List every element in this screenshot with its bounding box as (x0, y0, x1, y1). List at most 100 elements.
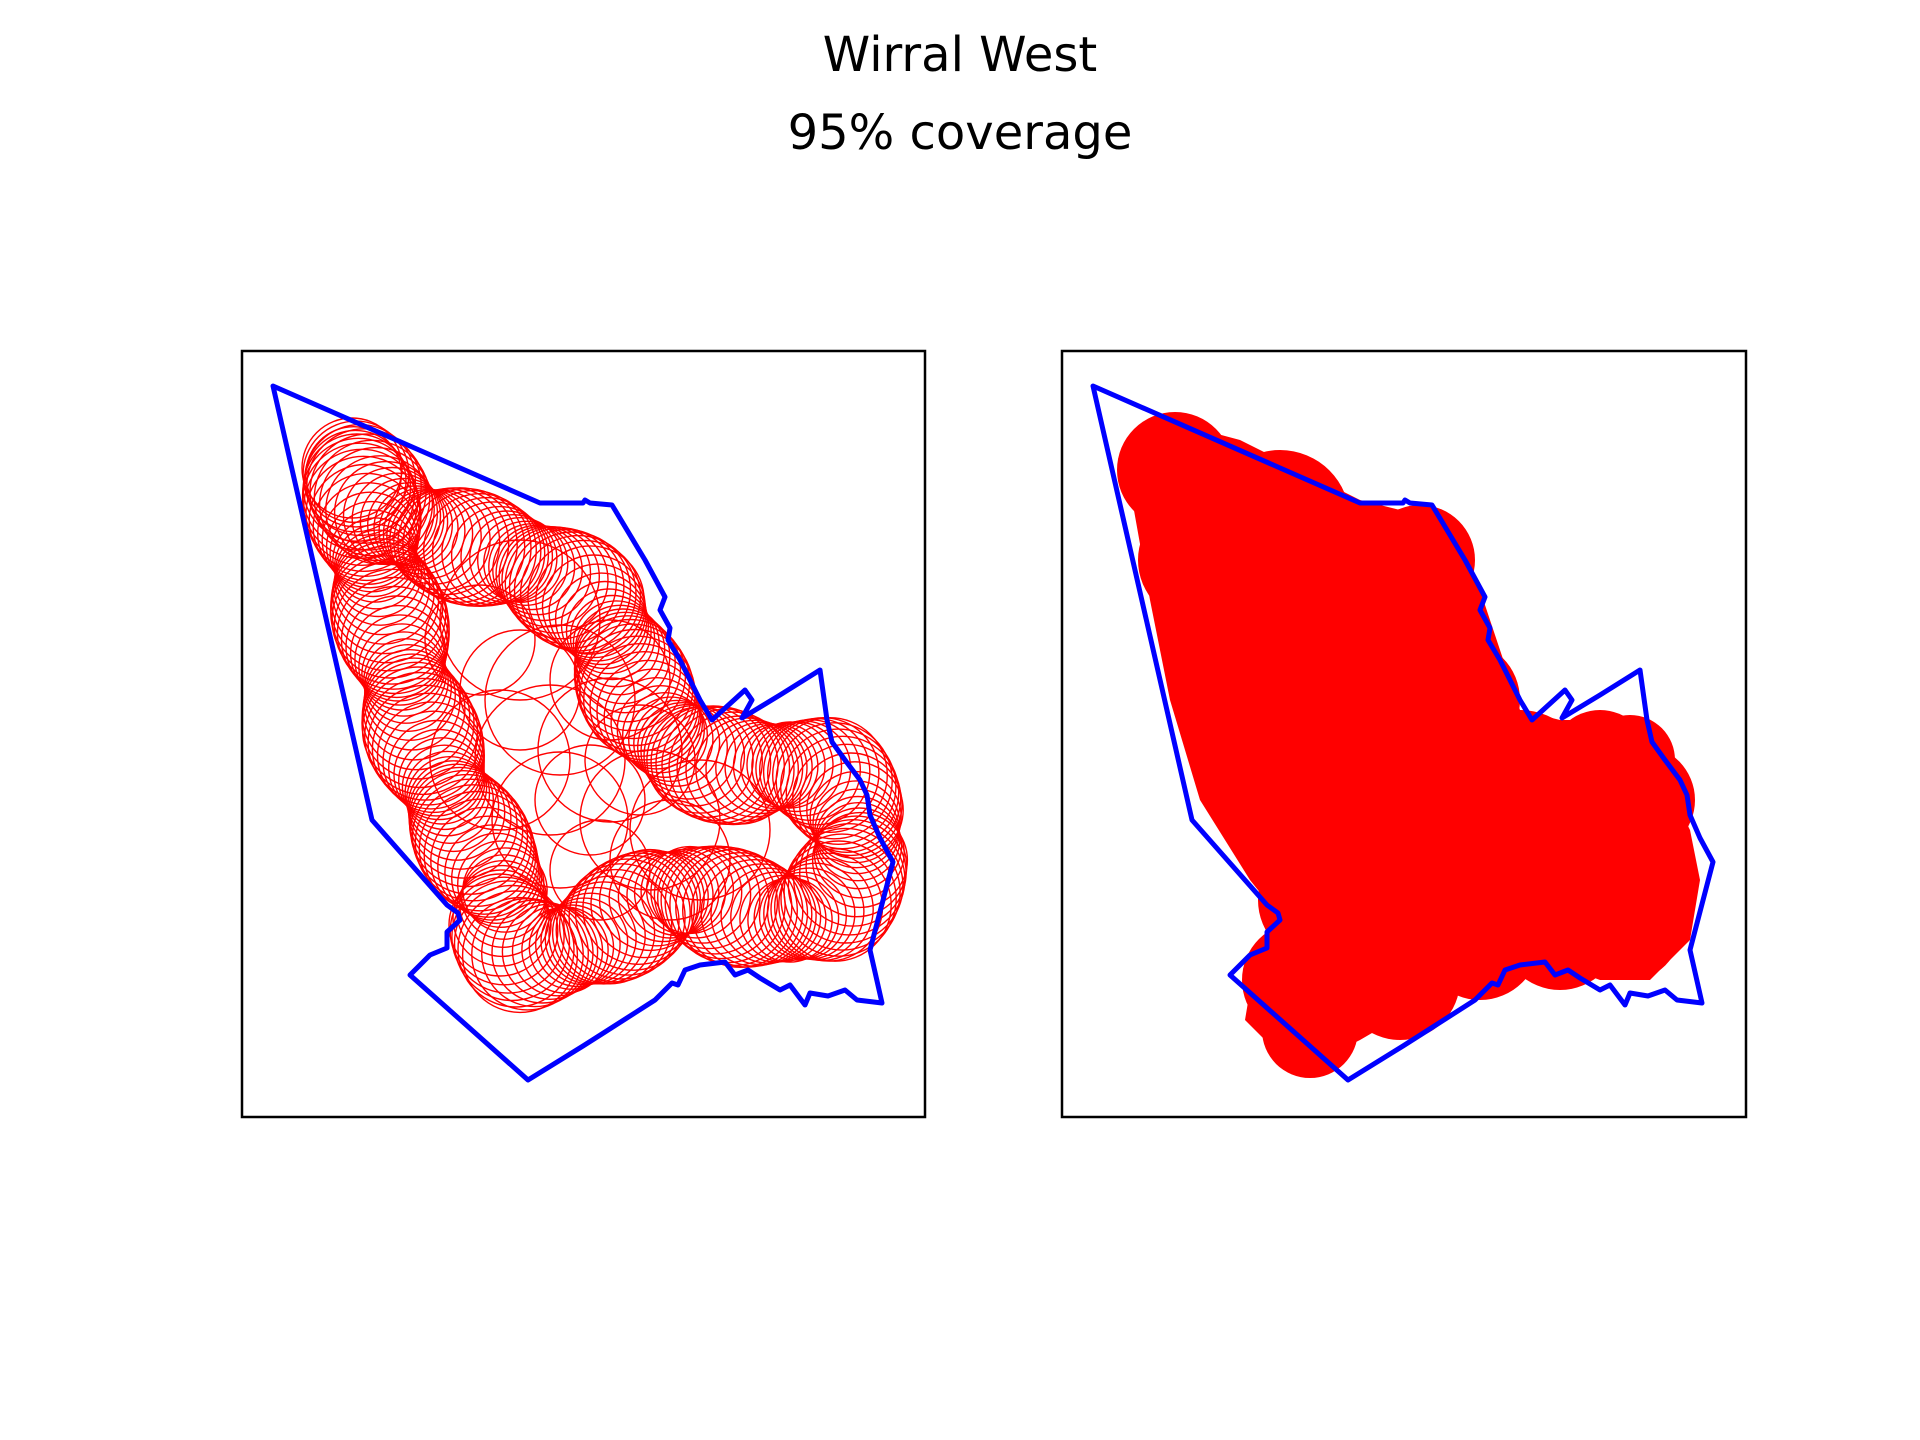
coverage-circle-interior (474, 684, 626, 836)
coverage-circle (361, 661, 471, 771)
coverage-circle (508, 528, 625, 645)
coverage-circle (501, 526, 609, 634)
coverage-circle (361, 666, 475, 780)
coverage-circle (431, 496, 542, 607)
coverage-circle (367, 684, 484, 801)
figure-title: Wirral West (822, 27, 1098, 83)
coverage-circle-interior (429, 689, 571, 831)
coverage-circle (498, 525, 601, 628)
coverage-circle (362, 657, 466, 761)
coverage-circle (408, 766, 512, 870)
coverage-circle (451, 880, 565, 994)
coverage-circle (582, 852, 695, 965)
coverage-union-fill (1117, 412, 1700, 1078)
coverage-circle-interior (439, 539, 601, 701)
coverage-circle (361, 631, 447, 717)
coverage-circle (558, 868, 673, 983)
coverage-circle-interior (534, 744, 646, 856)
coverage-circle (495, 525, 592, 622)
coverage-circle (780, 728, 897, 846)
coverage-circle (775, 722, 893, 840)
coverage-circle (461, 896, 579, 1014)
coverage-circle (685, 715, 795, 825)
constituency-boundary-right (1090, 383, 1716, 1083)
coverage-union-blob (1210, 450, 1350, 590)
coverage-circle (608, 850, 705, 947)
coverage-circle (330, 550, 444, 664)
coverage-circle (303, 429, 407, 533)
coverage-circle (452, 869, 550, 967)
figure-subtitle: 95% coverage (787, 105, 1133, 161)
coverage-circle (301, 437, 416, 551)
coverage-circle (715, 721, 808, 815)
coverage-circle (805, 815, 908, 918)
coverage-circle (724, 722, 813, 812)
coverage-circle (780, 840, 897, 957)
coverage-circle (574, 854, 691, 971)
coverage-circle (770, 857, 874, 962)
coverage-circle-interior (609, 799, 731, 921)
coverage-union-blob (1585, 715, 1675, 805)
coverage-circle-interior (459, 629, 581, 751)
panel-frame-left (240, 349, 927, 1119)
coverage-union-blob (1365, 505, 1475, 615)
coverage-circle (535, 545, 645, 655)
coverage-circle (448, 873, 552, 977)
coverage-circle (511, 905, 604, 997)
coverage-circle (334, 534, 426, 626)
coverage-circle (364, 677, 482, 796)
coverage-circle-interior (537, 677, 683, 823)
coverage-circle (483, 520, 569, 606)
coverage-circle-interior (491, 751, 629, 889)
coverage-circle (806, 761, 904, 859)
coverage-circle (633, 699, 721, 787)
coverage-circle (302, 433, 412, 542)
coverage-circle (437, 815, 540, 918)
coverage-circle (519, 534, 637, 652)
coverage-circle (572, 600, 660, 688)
coverage-circle (318, 446, 434, 562)
coverage-circle (441, 501, 546, 606)
coverage-circle (462, 847, 548, 933)
coverage-circle (371, 692, 485, 806)
coverage-circle (563, 863, 680, 980)
coverage-circle-interior (424, 584, 536, 696)
coverage-circle-interior (549, 819, 651, 921)
coverage-union-blob (1262, 982, 1358, 1078)
coverage-circle (333, 538, 431, 636)
coverage-circle-interior (484, 624, 636, 776)
coverage-circle (451, 832, 543, 924)
coverage-circle (305, 426, 403, 524)
panel-union (1060, 349, 1748, 1119)
coverage-circle (787, 827, 904, 944)
coverage-circle (404, 750, 491, 837)
coverage-circle (450, 505, 550, 605)
coverage-circle (622, 692, 709, 779)
coverage-circle (705, 719, 804, 818)
panel-circles (240, 349, 927, 1119)
coverage-circle (423, 493, 538, 608)
coverage-circle (643, 704, 746, 807)
coverage-circle (747, 877, 833, 963)
coverage-circle-interior (579, 749, 721, 891)
coverage-circle (812, 780, 901, 869)
panel-frame-right (1060, 349, 1748, 1119)
coverage-circle (401, 744, 488, 831)
constituency-boundary-left (270, 383, 896, 1083)
coverage-circle (527, 539, 642, 654)
coverage-circle (798, 752, 903, 857)
coverage-circle (657, 845, 761, 950)
coverage-circle (792, 743, 902, 853)
coverage-circle-interior (584, 704, 696, 816)
coverage-circle (330, 545, 440, 655)
coverage-circle (569, 594, 656, 681)
coverage-circle (676, 711, 791, 826)
coverage-circle-interior (549, 619, 671, 741)
coverage-circles (301, 417, 909, 1014)
coverage-circle (535, 901, 621, 988)
coverage-circle (695, 717, 799, 822)
coverage-circle (397, 737, 486, 825)
coverage-circle (331, 541, 435, 645)
coverage-circle (488, 523, 576, 611)
